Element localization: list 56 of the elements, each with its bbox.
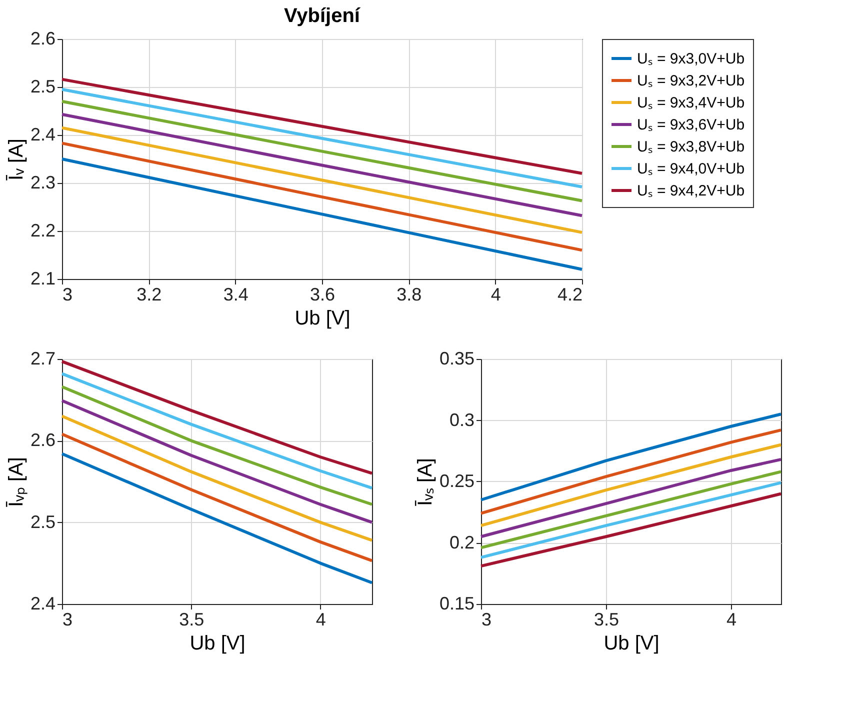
x-tick-label: 3 [62,284,73,304]
line-series [480,428,782,515]
x-axis-title: Ub [V] [294,308,350,330]
x-tick-label: 4 [316,610,326,630]
line-series [480,458,782,538]
legend-label: Uₛ = 9x4,2V+Ub [637,182,745,200]
legend-label: Uₛ = 9x3,8V+Ub [637,138,745,156]
y-tick-label: 2.5 [30,76,56,96]
y-tick-label: 2.7 [30,348,56,368]
y-tick-label: 0.3 [449,410,474,430]
x-tick-label: 3.8 [396,284,422,304]
y-axis-title: Īᵥ [A] [5,138,28,180]
y-tick-label: 0.35 [439,348,474,368]
line-series [60,360,374,475]
x-tick-label: 3 [62,610,73,630]
y-tick-label: 2.5 [30,512,56,532]
line-series [60,432,374,562]
line-series [60,414,374,542]
x-tick-label: 3.6 [310,284,336,304]
legend-label: Uₛ = 9x3,0V+Ub [637,50,745,68]
legend-label: Uₛ = 9x3,4V+Ub [637,94,745,112]
y-tick-label: 2.3 [30,172,56,192]
y-tick-label: 2.2 [30,220,56,240]
line-series [480,443,782,528]
x-tick-label: 3.5 [179,610,204,630]
x-tick-label: 4 [726,610,737,630]
x-tick-label: 4 [490,284,501,304]
x-tick-label: 3.5 [594,610,620,630]
x-axis-title: Ub [V] [190,632,246,654]
legend-label: Uₛ = 9x3,6V+Ub [637,116,745,134]
x-tick-label: 3.2 [136,284,162,304]
x-axis-title: Ub [V] [604,632,660,654]
y-tick-label: 2.4 [30,594,56,614]
y-tick-label: 0.15 [439,594,474,614]
line-series [480,492,782,568]
y-tick-label: 2.6 [30,430,56,450]
line-series [480,481,782,559]
x-tick-label: 3.4 [223,284,248,304]
line-series [60,385,374,506]
legend-label: Uₛ = 9x4,0V+Ub [637,160,745,178]
y-tick-label: 0.2 [449,532,474,552]
chart-title: Vybíjení [284,5,362,27]
legend-label: Uₛ = 9x3,2V+Ub [637,72,745,90]
y-axis-title: Īᵥₚ [A] [5,457,28,507]
y-tick-label: 2.4 [30,124,56,144]
x-tick-label: 3 [482,610,492,630]
line-series [60,452,374,584]
y-tick-label: 0.25 [439,471,474,491]
line-series [480,412,782,502]
line-series [60,372,374,490]
x-tick-label: 4.2 [557,284,582,304]
y-axis-title: Īᵥₛ [A] [414,458,436,506]
y-tick-label: 2.6 [30,28,56,48]
line-series [60,399,374,524]
y-tick-label: 2.1 [30,268,56,288]
line-series [480,470,782,550]
